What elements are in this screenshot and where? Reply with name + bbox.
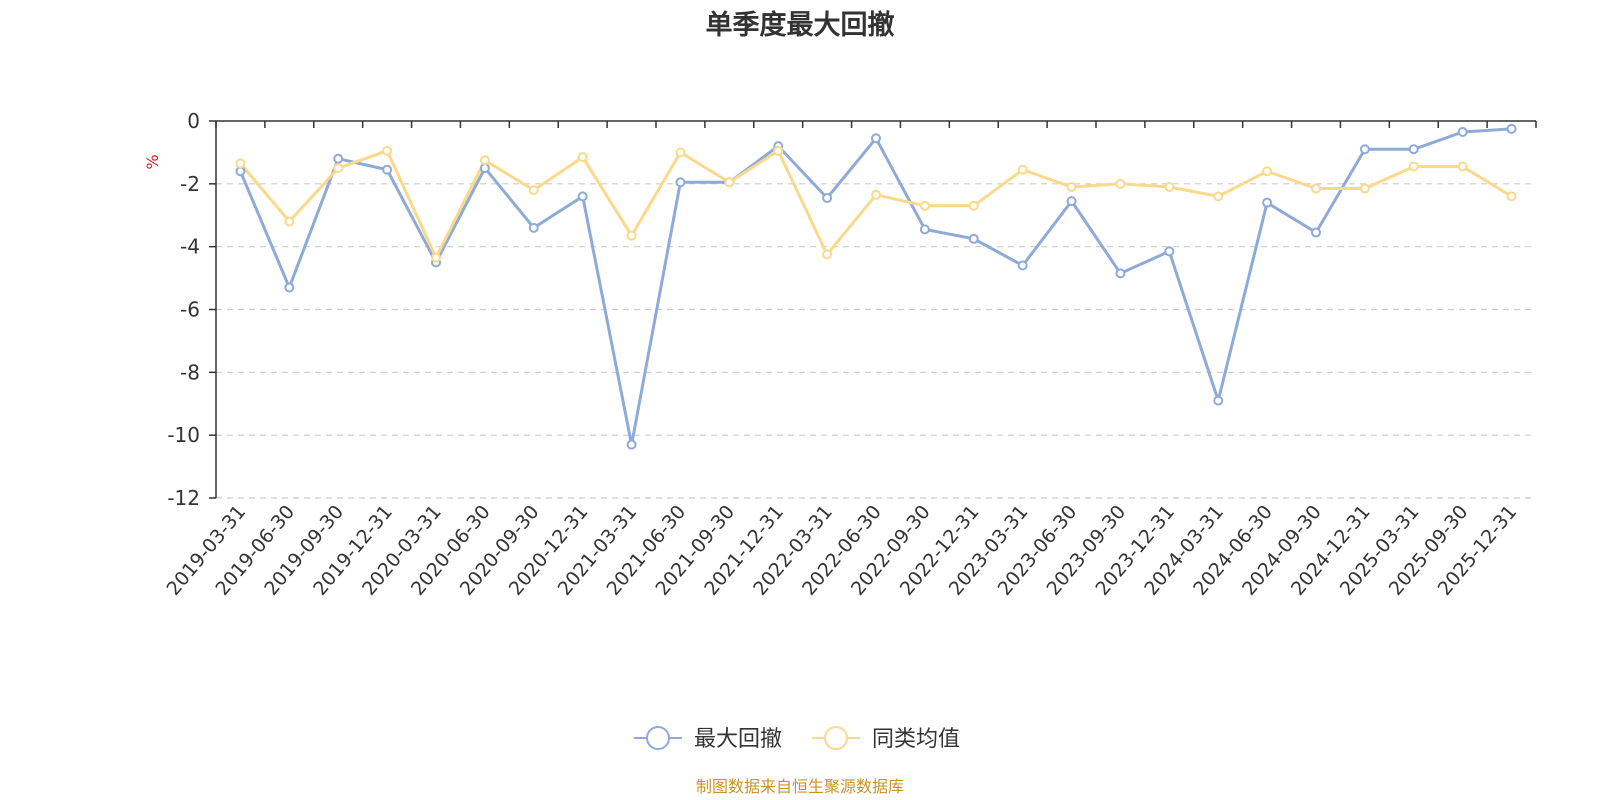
data-point <box>382 145 393 156</box>
data-point <box>1506 191 1517 202</box>
data-point <box>1506 123 1517 134</box>
data-point <box>479 163 490 174</box>
y-tick-label: -6 <box>180 298 200 322</box>
legend-circle-marker <box>646 726 670 750</box>
data-point <box>871 133 881 144</box>
data-point <box>1457 161 1468 172</box>
data-point <box>1164 181 1175 192</box>
data-point <box>919 200 930 211</box>
data-point <box>822 192 833 203</box>
y-tick-labels: 0 -2 -4 -6 -8 -10 -12 <box>167 109 200 510</box>
y-tick-label: 0 <box>187 109 200 133</box>
data-point <box>1066 181 1077 192</box>
data-point <box>1115 178 1126 189</box>
grid-lines <box>216 183 1536 499</box>
data-point <box>1359 183 1370 194</box>
data-point <box>1164 246 1175 257</box>
legend-circle-marker <box>824 726 848 750</box>
data-point <box>235 158 246 169</box>
legend-item: 最大回撤 <box>634 726 782 752</box>
data-point <box>1066 196 1077 207</box>
data-point <box>1213 395 1224 406</box>
series-line-peer-average <box>239 149 1513 260</box>
y-axis-unit: % <box>143 154 162 169</box>
data-point <box>1408 161 1419 172</box>
y-tick-label: -4 <box>180 235 200 259</box>
y-tick-label: -8 <box>180 360 200 384</box>
data-point <box>871 189 881 200</box>
y-tick-label: -2 <box>180 172 200 196</box>
legend-label: 最大回撤 <box>694 727 782 752</box>
data-point <box>577 191 588 202</box>
chart-title: 单季度最大回撤 <box>706 9 895 41</box>
data-point <box>1017 260 1028 271</box>
data-point <box>528 185 539 196</box>
data-point <box>1262 197 1273 208</box>
data-point <box>1213 191 1224 202</box>
data-point <box>235 166 246 177</box>
data-point <box>724 177 735 188</box>
series-lines <box>239 127 1513 447</box>
data-point <box>968 233 979 244</box>
series-points <box>235 123 1517 450</box>
data-point <box>675 147 686 158</box>
data-point <box>1311 183 1321 194</box>
data-point <box>1311 227 1321 238</box>
data-point <box>919 224 930 235</box>
data-point <box>479 155 490 166</box>
x-tick-labels: 2019-03-312019-06-302019-09-302019-12-31… <box>162 501 1521 600</box>
data-point <box>284 282 295 293</box>
data-point <box>1359 144 1370 155</box>
data-point <box>626 230 637 241</box>
data-point <box>1115 268 1126 279</box>
data-point <box>431 252 441 263</box>
data-point <box>675 177 686 188</box>
data-point <box>1408 144 1419 155</box>
data-point <box>968 200 979 211</box>
y-tick-label: -12 <box>167 486 200 510</box>
data-point <box>284 216 295 227</box>
source-note: 制图数据来自恒生聚源数据库 <box>696 777 904 796</box>
legend: 最大回撤 同类均值 <box>634 726 960 752</box>
data-point <box>822 249 833 260</box>
data-point <box>382 164 393 175</box>
data-point <box>577 152 588 163</box>
legend-label: 同类均值 <box>872 727 960 752</box>
data-point <box>333 163 344 174</box>
data-point <box>528 222 539 233</box>
data-point <box>1017 164 1028 175</box>
y-tick-label: -10 <box>167 423 200 447</box>
data-point <box>333 153 344 164</box>
series-line-max-drawdown <box>239 127 1512 447</box>
data-point <box>1457 126 1468 137</box>
data-point <box>1262 166 1273 177</box>
legend-item: 同类均值 <box>812 726 960 752</box>
axes <box>209 120 1537 499</box>
data-point <box>773 145 784 156</box>
data-point <box>626 439 637 450</box>
